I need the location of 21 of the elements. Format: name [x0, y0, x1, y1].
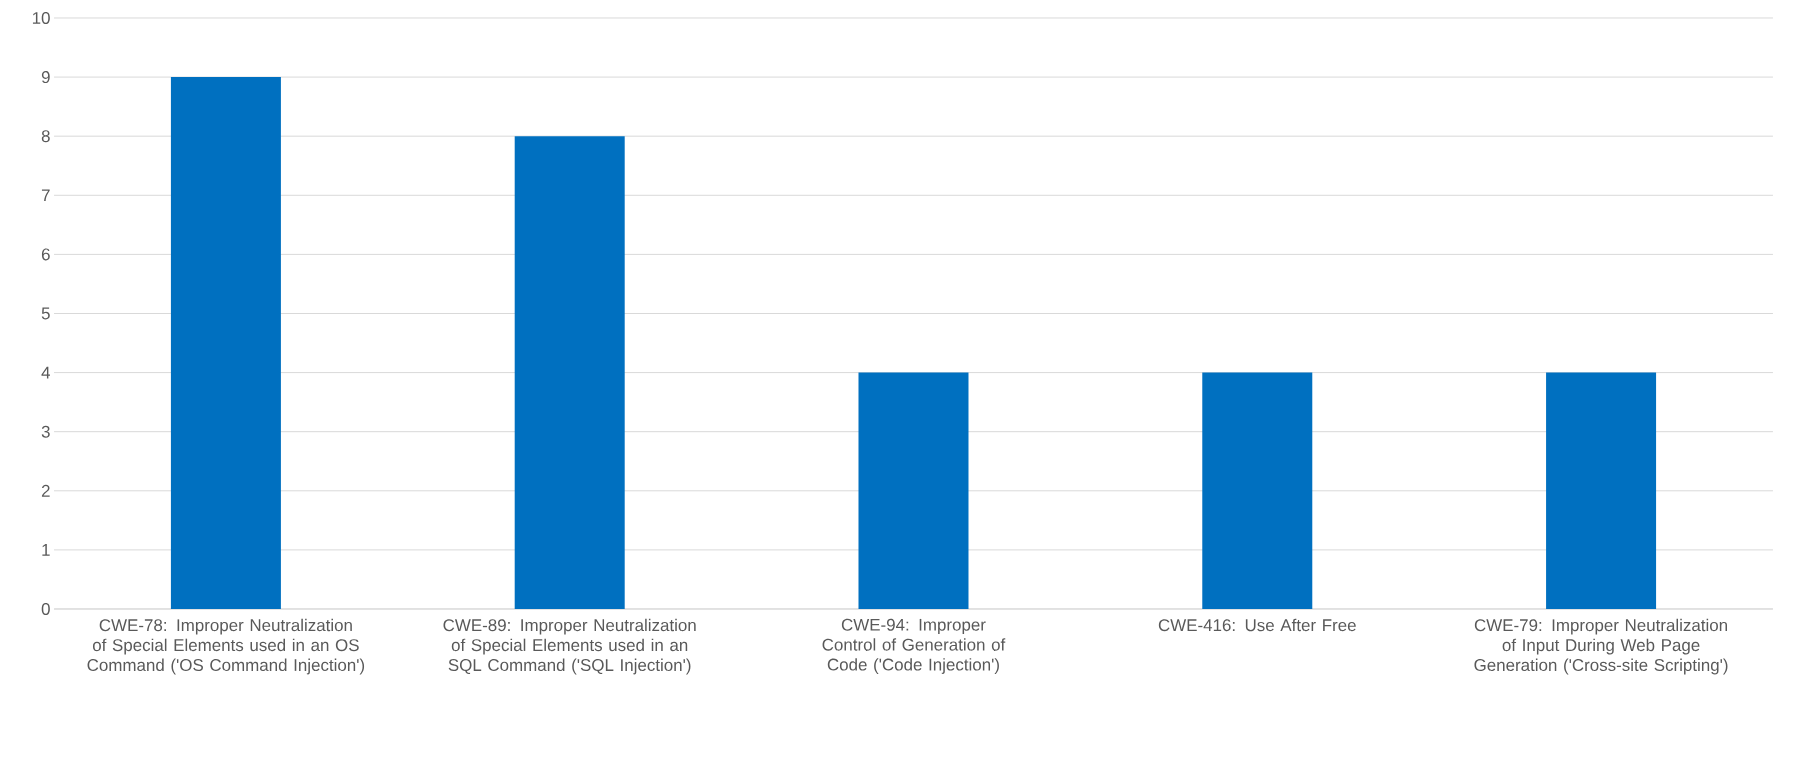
y-tick-label: 7	[41, 189, 50, 202]
y-tick-label: 0	[41, 602, 50, 615]
y-tick-label: 10	[32, 11, 50, 24]
bar	[514, 136, 625, 609]
bar	[858, 372, 969, 609]
x-tick-label: CWE-78: Improper Neutralization of Special Elements used in an OS Command ('OS Command Injection')	[87, 618, 365, 675]
x-tick-label: CWE-79: Improper Neutralization of Input During Web Page Generation ('Cross-site Scripting')	[1474, 618, 1728, 675]
bar	[170, 77, 281, 609]
y-tick-label: 8	[41, 130, 50, 143]
x-tick-label: CWE-416: Use After Free	[1158, 618, 1356, 632]
x-tick-label: CWE-89: Improper Neutralization of Special Elements used in an SQL Command ('SQL Injection')	[443, 618, 696, 675]
y-tick-label: 4	[41, 366, 50, 379]
y-tick-label: 1	[42, 544, 50, 556]
y-tick-label: 5	[41, 307, 50, 320]
y-tick-label: 9	[41, 71, 50, 84]
y-tick-label: 2	[41, 484, 50, 497]
y-tick-label: 6	[41, 248, 50, 261]
y-tick-label: 3	[41, 425, 50, 438]
bar	[1202, 372, 1313, 609]
bar	[1546, 372, 1657, 609]
x-tick-label: CWE-94: Improper Control of Generation of Code ('Code Injection')	[822, 618, 1006, 674]
